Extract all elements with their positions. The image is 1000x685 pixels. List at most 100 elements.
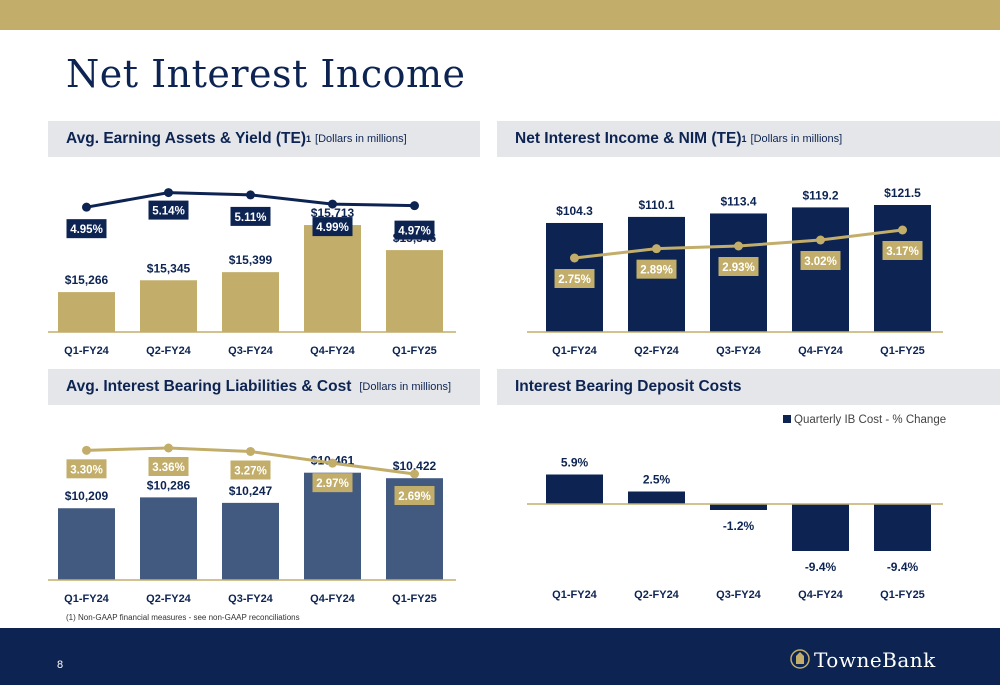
rate-marker: [328, 199, 337, 209]
x-tick-label: Q3-FY24: [228, 345, 274, 357]
bar-q3-fy24: [222, 272, 279, 332]
bar-value-label: 2.5%: [643, 473, 671, 487]
nii-panel-units: [Dollars in millions]: [750, 133, 843, 145]
rate-label-box: [636, 259, 677, 279]
bar-q1-fy25: [386, 250, 443, 332]
bar-q1-fy24: [546, 474, 603, 504]
liab-panel-units: [Dollars in millions]: [359, 381, 452, 393]
footnote: (1) Non-GAAP financial measures - see no…: [66, 613, 300, 622]
logo-emblem-icon: [790, 649, 810, 669]
bar-q3-fy24: [222, 502, 279, 580]
x-tick-label: Q4-FY24: [798, 589, 844, 601]
rate-label: 2.97%: [316, 478, 349, 490]
bar-value-label: $10,209: [65, 489, 109, 503]
bar-value-label: -1.2%: [723, 519, 755, 533]
bar-q2-fy24: [140, 280, 197, 332]
footer-bar: [0, 628, 1000, 685]
rate-label-box: [148, 457, 189, 476]
bar-value-label: $119.2: [802, 188, 838, 202]
bar-q1-fy25: [874, 205, 931, 332]
rate-label-box: [800, 251, 841, 270]
rate-label: 5.11%: [235, 212, 267, 224]
bar-value-label: $15,266: [65, 273, 109, 287]
bar-q1-fy24: [58, 292, 115, 332]
bar-value-label: $15,399: [229, 253, 273, 267]
rate-marker: [410, 201, 419, 211]
rate-marker: [570, 253, 579, 263]
x-tick-label: Q2-FY24: [634, 589, 680, 601]
assets-panel-superscript: 1: [306, 134, 312, 144]
deposit-panel-header: Interest Bearing Deposit Costs: [497, 369, 1000, 405]
bar-value-label: $10,422: [393, 459, 437, 473]
x-tick-label: Q1-FY25: [880, 589, 925, 601]
rate-label-box: [312, 217, 353, 237]
bar-q4-fy24: [304, 225, 361, 332]
nii-nim-chart: $104.3 Q1-FY24 $110.1 Q2-FY24 $113.4 Q3-FY24 $…: [527, 186, 943, 357]
x-tick-label: Q2-FY24: [146, 593, 192, 605]
rate-label: 2.93%: [722, 262, 755, 274]
bar-value-label: $104.3: [556, 204, 593, 218]
rate-label: 3.17%: [886, 246, 919, 258]
bar-q4-fy24: [792, 504, 849, 551]
rate-marker: [246, 446, 255, 456]
x-tick-label: Q1-FY24: [552, 345, 598, 357]
x-tick-label: Q3-FY24: [716, 589, 762, 601]
x-tick-label: Q4-FY24: [310, 345, 356, 357]
liab-panel-header: Avg. Interest Bearing Liabilities & Cost…: [48, 369, 480, 405]
bar-q1-fy25: [874, 504, 931, 551]
bar-value-label: $110.1: [638, 198, 674, 212]
liab-panel-title: Avg. Interest Bearing Liabilities & Cost: [66, 378, 352, 395]
bar-value-label: -9.4%: [805, 560, 837, 574]
nii-panel-superscript: 1: [741, 134, 747, 144]
rate-label-box: [230, 206, 271, 226]
page-number: 8: [57, 659, 64, 671]
rate-label: 4.99%: [316, 222, 349, 234]
x-tick-label: Q4-FY24: [310, 593, 356, 605]
rate-marker: [328, 458, 337, 468]
bar-value-label: $15,713: [311, 206, 355, 220]
bar-q2-fy24: [140, 497, 197, 580]
x-tick-label: Q3-FY24: [716, 345, 762, 357]
bar-value-label: $121.5: [884, 186, 921, 200]
assets-yield-chart: $15,266 Q1-FY24 $15,345 Q2-FY24 $15,399 Q3-FY…: [48, 188, 456, 357]
page-title: Net Interest Income: [66, 52, 466, 96]
x-tick-label: Q2-FY24: [634, 345, 680, 357]
top-accent-bar: [0, 0, 1000, 30]
assets-panel-title: Avg. Earning Assets & Yield (TE): [66, 130, 307, 147]
rate-marker: [246, 190, 255, 200]
rate-label: 3.36%: [152, 462, 185, 474]
rate-label: 4.97%: [398, 226, 431, 238]
x-tick-label: Q1-FY25: [880, 345, 925, 357]
rate-label-box: [66, 459, 107, 479]
svg-text:TowneBank: TowneBank: [814, 648, 936, 672]
rate-marker: [164, 188, 173, 198]
assets-panel-header: Avg. Earning Assets & Yield (TE) 1 [Dolla…: [48, 121, 480, 157]
rate-marker: [410, 469, 419, 479]
deposit-panel-title: Interest Bearing Deposit Costs: [515, 378, 742, 395]
bar-value-label: 5.9%: [561, 456, 589, 470]
rate-label: 2.69%: [398, 491, 431, 503]
rate-label: 2.89%: [640, 265, 673, 277]
bar-q1-fy24: [58, 508, 115, 580]
legend-swatch: [783, 415, 791, 423]
rate-marker: [82, 202, 91, 212]
bar-value-label: $113.4: [720, 194, 756, 208]
x-tick-label: Q1-FY24: [64, 593, 110, 605]
rate-label: 3.02%: [804, 256, 837, 268]
nii-panel-title: Net Interest Income & NIM (TE): [515, 130, 742, 147]
rate-label-box: [312, 473, 353, 493]
rate-label-box: [66, 219, 107, 239]
x-tick-label: Q1-FY25: [392, 345, 437, 357]
assets-panel-units: [Dollars in millions]: [315, 133, 407, 145]
x-tick-label: Q1-FY24: [64, 345, 110, 357]
bar-value-label: $15,345: [147, 261, 191, 275]
rate-marker: [816, 235, 825, 245]
bar-value-label: -9.4%: [887, 560, 919, 574]
rate-marker: [164, 443, 173, 453]
rate-label: 3.30%: [70, 464, 103, 476]
bar-value-label: $10,286: [147, 478, 191, 492]
x-tick-label: Q2-FY24: [146, 345, 192, 357]
legend-label: Quarterly IB Cost - % Change: [794, 414, 946, 426]
rate-label: 5.14%: [152, 206, 185, 218]
nii-panel-header: Net Interest Income & NIM (TE) 1 [Dollars…: [497, 121, 1000, 157]
